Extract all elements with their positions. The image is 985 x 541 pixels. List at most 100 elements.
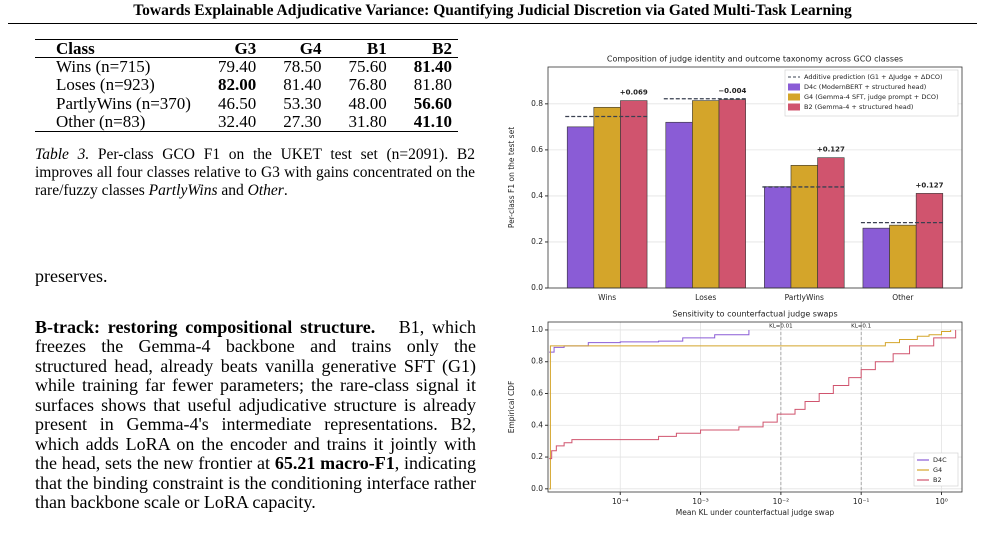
- table-cell: Other (n=83): [56, 111, 146, 131]
- y-tick-label: 0.6: [531, 145, 543, 154]
- table-row: Other (n=83) 32.40 27.30 31.80 41.10: [35, 111, 458, 132]
- table-cell: 79.40: [217, 57, 257, 76]
- table-cell: 31.80: [348, 111, 387, 131]
- legend-swatch: [788, 103, 800, 111]
- table-cell: 41.10: [413, 111, 452, 131]
- text-run: .: [283, 182, 288, 199]
- y-axis-label: Empirical CDF: [507, 381, 516, 434]
- results-table: Class G3 G4 B1 B2 Wins (n=715) 79.40 78.50 75.60…: [35, 39, 458, 133]
- legend-box: [784, 69, 959, 117]
- y-tick-label: 0.6: [531, 388, 543, 397]
- table-cell: 32.40: [217, 111, 257, 131]
- x-tick-label: 10⁻²: [773, 497, 790, 506]
- table-cell: 82.00: [217, 75, 257, 95]
- y-tick-label: 1.0: [531, 325, 543, 334]
- bar: [566, 126, 595, 289]
- x-tick-label: Wins: [598, 293, 616, 302]
- y-tick-label: 0.8: [531, 99, 543, 108]
- legend-label: D4C: [933, 456, 947, 464]
- legend-label: G4: [933, 466, 942, 474]
- y-tick-label: 0.2: [531, 452, 543, 461]
- table-cell: 75.60: [348, 57, 387, 76]
- x-tick-label: PartlyWins: [785, 293, 824, 302]
- paragraph-heading: B-track: restoring compositional structu…: [35, 317, 376, 337]
- bar: [665, 121, 693, 289]
- x-tick-label: 10⁰: [935, 497, 948, 506]
- text-run: 65.21 macro-F1: [274, 453, 395, 474]
- delta-annotation: −0.004: [718, 87, 746, 95]
- title-rule: [8, 23, 977, 24]
- table-cell: 56.60: [413, 93, 452, 113]
- paper-title: Towards Explainable Adjudicative Varianc…: [133, 2, 852, 19]
- table-cell: 53.30: [283, 93, 322, 113]
- bar: [915, 193, 944, 289]
- table-cell: 76.80: [348, 75, 387, 95]
- delta-annotation: +0.127: [915, 181, 943, 189]
- paragraph: B-track: restoring compositional structu…: [35, 317, 477, 513]
- column-header: B1: [327, 39, 393, 58]
- chart-title: Sensitivity to counterfactual judge swap…: [672, 310, 837, 319]
- x-axis-label: Mean KL under counterfactual judge swap: [676, 508, 835, 517]
- text-run: B1, which freezes the Gemma-4 backbone a…: [35, 317, 476, 474]
- y-tick-label: 0.4: [531, 191, 543, 200]
- bar: [620, 100, 648, 289]
- cdf-line: [549, 329, 750, 353]
- text-fragment: preserves.: [35, 266, 108, 286]
- y-tick-label: 0.2: [531, 237, 543, 246]
- y-axis-label: Per-class F1 on the test set: [507, 127, 516, 228]
- legend-swatch: [788, 83, 800, 91]
- bar: [764, 186, 792, 289]
- table-row: Wins (n=715) 79.40 78.50 75.60 81.40: [35, 57, 458, 77]
- table-cell: Wins (n=715): [56, 57, 151, 76]
- x-tick-label: Other: [892, 293, 914, 302]
- x-tick-label: Loses: [695, 293, 716, 302]
- table-cell: 81.80: [413, 75, 452, 95]
- column-header: Class: [35, 39, 197, 58]
- bar: [790, 164, 818, 289]
- x-tick-label: 10⁻³: [692, 497, 709, 506]
- caption-label: Table 3.: [35, 146, 90, 163]
- table-caption: Table 3. Per-class GCO F1 on the UKET te…: [35, 146, 475, 200]
- text-run: PartlyWins: [148, 182, 218, 199]
- y-tick-label: 0.8: [531, 357, 543, 366]
- column-header: B2: [392, 39, 458, 58]
- x-tick-label: 10⁻¹: [853, 497, 870, 506]
- legend-label: Additive prediction (G1 + ΔJudge + ΔDCO): [804, 73, 943, 81]
- table-row: PartlyWins (n=370) 46.50 53.30 48.00 56.60: [35, 93, 458, 113]
- text-run: , indicating that the binding constraint…: [35, 453, 477, 513]
- table-cell: PartlyWins (n=370): [56, 93, 191, 113]
- cdf-line: [549, 329, 957, 460]
- bar: [817, 157, 845, 289]
- table-cell: Loses (n=923): [56, 75, 155, 95]
- x-tick-label: 10⁻⁴: [612, 497, 629, 506]
- threshold-label: KL=0.01: [769, 324, 793, 330]
- y-tick-label: 0.4: [531, 420, 543, 429]
- threshold-label: KL=0.1: [851, 324, 871, 330]
- plot-frame: [547, 321, 963, 493]
- legend-swatch: [788, 93, 800, 101]
- delta-annotation: +0.127: [817, 146, 845, 154]
- legend-label: G4 (Gemma-4 SFT, judge prompt + DCO): [804, 93, 939, 101]
- y-tick-label: 0.0: [531, 484, 543, 493]
- cdf-line: [549, 329, 952, 490]
- column-header: G3: [196, 39, 263, 58]
- text-run: Per-class GCO F1 on the UKET test set (n…: [35, 146, 475, 199]
- table-cell: 48.00: [348, 93, 387, 113]
- text-run: and: [217, 182, 248, 199]
- table-row: Loses (n=923) 82.00 81.40 76.80 81.80: [35, 75, 458, 95]
- y-tick-label: 0.0: [531, 283, 543, 292]
- bar: [889, 224, 917, 289]
- plot-frame: [547, 66, 963, 289]
- column-header: G4: [262, 39, 328, 58]
- table-cell: 81.40: [283, 75, 322, 95]
- bar: [593, 106, 621, 289]
- text-run: Other: [247, 182, 284, 199]
- table-cell: 81.40: [413, 57, 452, 76]
- legend-label: D4c (ModernBERT + structured head): [804, 83, 926, 91]
- chart-title: Composition of judge identity and outcom…: [607, 55, 903, 64]
- table-cell: 78.50: [283, 57, 322, 76]
- bar: [718, 99, 746, 289]
- legend-label: B2: [933, 476, 942, 484]
